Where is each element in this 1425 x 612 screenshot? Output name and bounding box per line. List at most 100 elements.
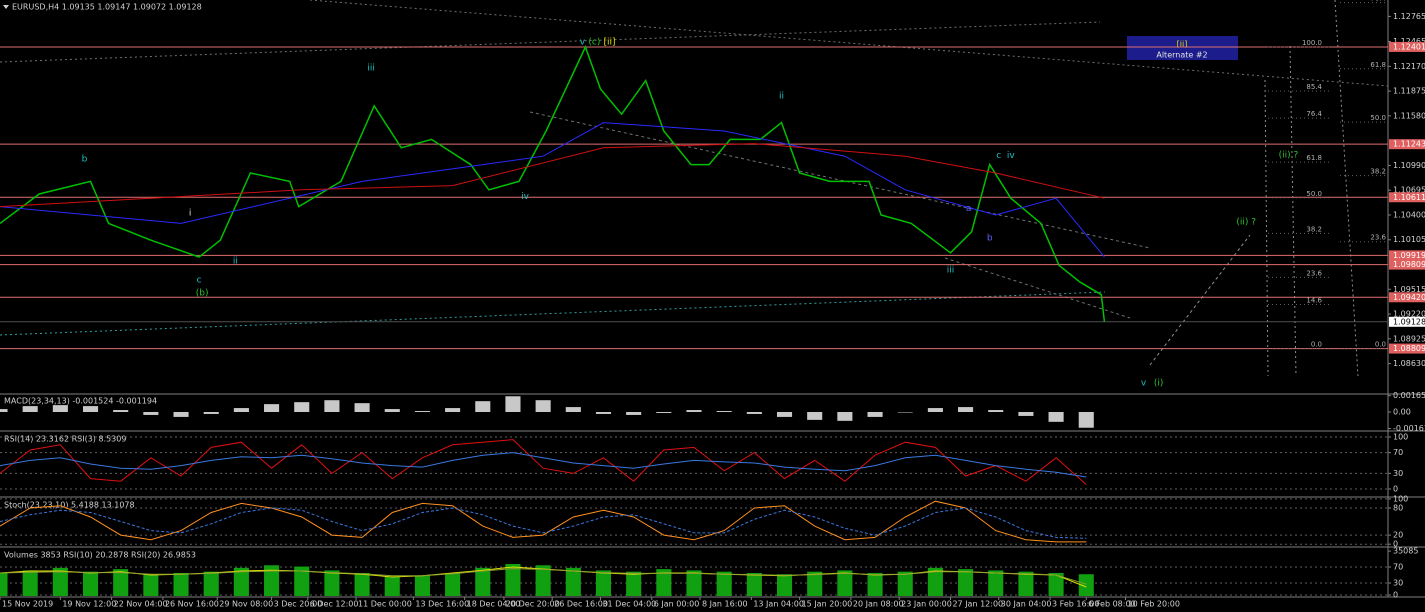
bar — [897, 412, 913, 413]
fib-label: 23.6 — [1370, 234, 1386, 242]
bar — [807, 412, 823, 420]
panel-title: EURUSD,H4 1.09135 1.09147 1.09072 1.0912… — [12, 3, 202, 12]
fib-label: 100.0 — [1302, 39, 1322, 47]
fib-label: 76.4 — [1306, 110, 1322, 118]
fib-guide — [1264, 79, 1269, 377]
wave-label: iv — [521, 192, 530, 202]
wave-label: iii — [947, 266, 955, 276]
bar — [565, 567, 581, 596]
y-tick-label: 20 — [1393, 531, 1403, 540]
trend-line — [0, 21, 1101, 63]
x-tick-label: 13 Jan 04:00 — [753, 600, 804, 609]
bar — [414, 411, 430, 412]
wave-label: (ii) ? — [1236, 218, 1256, 228]
y-tick-label: 1.09220 — [1393, 310, 1425, 319]
series-line — [0, 143, 1105, 208]
bar — [0, 572, 8, 596]
x-tick-label: 23 Jan 00:00 — [901, 600, 952, 609]
wave-label: i — [189, 209, 192, 219]
fib-label: 50.0 — [1370, 114, 1386, 122]
fib-label: 61.8 — [1370, 61, 1386, 69]
bar — [837, 412, 853, 421]
wave-label: (ii) ? — [1279, 151, 1299, 161]
bar — [0, 409, 8, 412]
bar — [958, 407, 974, 412]
bar — [384, 576, 400, 596]
last-price-label: 1.09128 — [1393, 317, 1425, 326]
bar — [414, 575, 430, 596]
bar — [384, 409, 400, 412]
trend-line — [309, 0, 1389, 87]
wave-label: iii — [367, 64, 375, 74]
bar — [143, 412, 159, 415]
bar — [233, 408, 249, 412]
bar — [203, 412, 219, 414]
x-tick-label: 27 Jan 12:00 — [952, 600, 1003, 609]
x-tick-label: 18 Dec 04:00 — [467, 600, 521, 609]
y-tick-label: 80 — [1393, 503, 1403, 512]
bar — [22, 570, 38, 596]
level-label: 1.09809 — [1393, 260, 1425, 269]
bar — [52, 405, 68, 412]
bar — [173, 572, 189, 596]
bar — [867, 412, 883, 417]
wave-label: (c) — [588, 38, 600, 48]
bar — [264, 565, 280, 596]
bar — [143, 574, 159, 596]
fib-label: 0.0 — [1375, 341, 1386, 349]
bar — [1018, 412, 1034, 416]
bar — [867, 572, 883, 596]
bar — [445, 408, 461, 412]
y2-tick-label: 35085 — [1393, 547, 1418, 556]
level-label: 1.08809 — [1393, 344, 1425, 353]
x-tick-label: 30 Jan 04:00 — [1001, 600, 1052, 609]
series-line — [0, 452, 1087, 478]
bar — [475, 567, 491, 596]
bar — [294, 566, 310, 596]
bar — [776, 574, 793, 596]
fib-label: 14.6 — [1306, 297, 1322, 305]
box-subtitle: Alternate #2 — [1156, 51, 1207, 60]
series-line — [0, 45, 1106, 322]
bar — [354, 403, 370, 412]
y-tick-label: 70 — [1393, 448, 1403, 457]
bar — [988, 570, 1004, 596]
wave-label: a — [966, 204, 972, 214]
y-tick-label: 1.08630 — [1393, 359, 1425, 368]
bar — [716, 411, 732, 412]
x-tick-label: 11 Dec 00:00 — [358, 600, 412, 609]
bar — [535, 400, 551, 412]
y-tick-label: 1.10990 — [1393, 161, 1425, 170]
bar — [988, 410, 1004, 412]
bar — [1078, 412, 1094, 428]
wave-label: iv — [1007, 151, 1016, 161]
wave-label: v — [580, 38, 586, 48]
bar — [565, 407, 581, 412]
bar — [535, 565, 551, 596]
fib-label: 61.8 — [1306, 154, 1322, 162]
x-tick-label: 15 Jan 20:00 — [802, 600, 853, 609]
trend-line — [529, 111, 1151, 249]
y-tick-label: 30 — [1393, 469, 1403, 478]
x-tick-label: 10 Feb 20:00 — [1127, 600, 1179, 609]
y-tick-label: 0 — [1393, 484, 1398, 493]
bar — [1078, 574, 1094, 596]
level-label-box — [1389, 250, 1425, 261]
x-tick-label: 19 Nov 12:00 — [62, 600, 116, 609]
bar — [264, 404, 280, 412]
y-tick-label: 100 — [1393, 432, 1408, 441]
y-tick-label: 70 — [1393, 563, 1403, 572]
bar — [746, 412, 762, 414]
y-tick-label: 1.10105 — [1393, 235, 1425, 244]
x-tick-label: 6 Jan 00:00 — [654, 600, 700, 609]
series-line — [0, 439, 1087, 485]
bar — [233, 567, 249, 596]
fib-label: 50.0 — [1306, 190, 1322, 198]
wave-label: (i) — [1154, 379, 1164, 389]
bar — [958, 569, 974, 596]
x-tick-label: 20 Dec 20:00 — [506, 600, 560, 609]
bar — [686, 410, 702, 412]
fib-label: 76.4 — [1370, 0, 1386, 3]
bar — [22, 406, 38, 412]
